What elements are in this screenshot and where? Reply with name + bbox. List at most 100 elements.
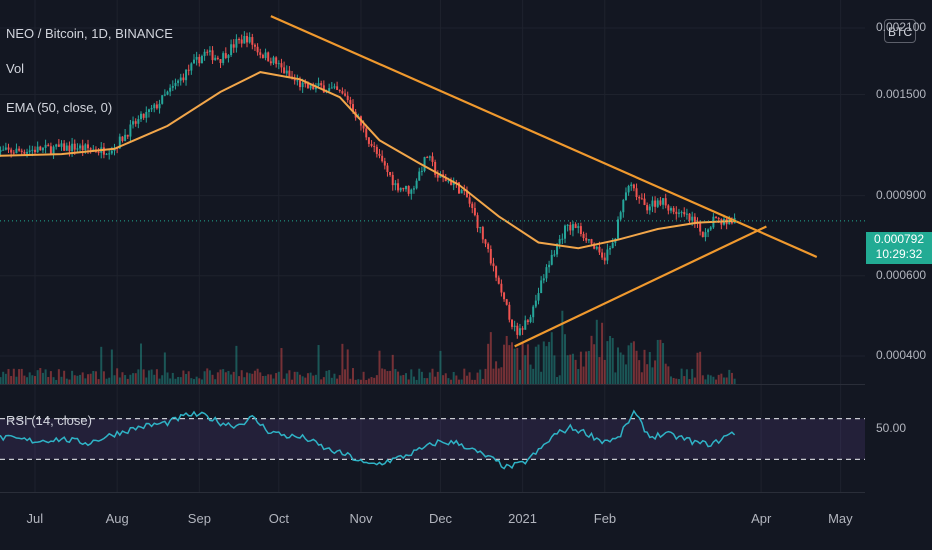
candle-body xyxy=(71,143,74,152)
candle-body xyxy=(434,161,437,175)
candle-body xyxy=(513,325,516,327)
volume-bar xyxy=(291,379,294,384)
candle-body xyxy=(675,211,678,214)
current-price-tag: 0.000792 10:29:32 xyxy=(866,232,932,264)
volume-legend[interactable]: Vol xyxy=(6,61,25,76)
candle-body xyxy=(301,82,304,88)
volume-bar xyxy=(534,346,537,384)
trendlines[interactable] xyxy=(270,15,818,348)
time-axis-label: Oct xyxy=(268,511,290,526)
volume-bar xyxy=(280,348,283,384)
pane-separator-rsi[interactable] xyxy=(0,384,865,385)
candle-body xyxy=(216,57,219,60)
volume-bar xyxy=(7,369,10,384)
volume-bar xyxy=(113,375,116,384)
volume-bar xyxy=(341,343,344,384)
candle-body xyxy=(28,150,31,152)
candle-body xyxy=(81,145,84,151)
volume-bar xyxy=(214,379,217,384)
volume-bar xyxy=(725,377,728,384)
candle-body xyxy=(410,189,413,194)
candle-body xyxy=(670,208,672,211)
candle-body xyxy=(561,238,564,240)
candle-body xyxy=(132,121,135,125)
volume-bar xyxy=(648,352,651,384)
volume-bar xyxy=(359,379,362,384)
symbol-legend[interactable]: NEO / Bitcoin, 1D, BINANCE xyxy=(6,26,173,41)
volume-bar xyxy=(428,372,431,384)
candle-body xyxy=(526,320,529,323)
candle-body xyxy=(269,61,272,64)
volume-bar xyxy=(715,379,718,384)
candle-body xyxy=(635,188,638,198)
candle-body xyxy=(624,192,627,200)
volume-bar xyxy=(147,370,150,384)
volume-bar xyxy=(399,375,402,384)
volume-bar xyxy=(312,375,315,384)
volume-bar xyxy=(640,372,643,384)
rsi-legend[interactable]: RSI (14, close) xyxy=(6,413,92,428)
volume-bar xyxy=(609,335,612,384)
candle-body xyxy=(511,319,513,327)
candle-body xyxy=(375,146,378,154)
candle-body xyxy=(142,113,145,118)
volume-bar xyxy=(277,371,280,384)
volume-bar xyxy=(153,374,156,384)
candle-body xyxy=(15,148,18,154)
candle-body xyxy=(646,205,649,211)
volume-bar xyxy=(15,376,18,384)
candle-body xyxy=(537,293,540,301)
volume-bar xyxy=(450,379,453,384)
volume-bar xyxy=(87,374,89,384)
volume-bar xyxy=(646,364,649,384)
volume-bar xyxy=(635,350,638,384)
trendline[interactable] xyxy=(514,225,767,348)
candle-body xyxy=(256,46,259,53)
candle-body xyxy=(251,37,254,45)
volume-bar xyxy=(468,372,471,384)
candle-body xyxy=(232,44,235,48)
candle-body xyxy=(314,85,317,90)
volume-bar xyxy=(733,378,736,384)
candle-body xyxy=(248,37,251,43)
candle-body xyxy=(680,212,683,214)
candle-body xyxy=(296,80,299,82)
candle-body xyxy=(26,151,29,154)
candle-body xyxy=(230,44,233,56)
volume-bar xyxy=(518,369,521,384)
candle-body xyxy=(264,52,267,58)
candle-body xyxy=(601,252,604,258)
volume-bar xyxy=(10,376,13,384)
volume-bar xyxy=(206,368,209,384)
volume-bar xyxy=(251,373,254,384)
time-axis-label: 2021 xyxy=(508,511,538,526)
candle-body xyxy=(664,198,667,206)
candle-body xyxy=(304,82,307,84)
volume-bar xyxy=(317,345,320,384)
volume-bar xyxy=(328,370,331,384)
candle-body xyxy=(672,208,675,212)
candle-body xyxy=(405,185,407,190)
volume-bar xyxy=(261,375,264,384)
volume-bar xyxy=(100,346,103,384)
volume-bar xyxy=(155,369,158,384)
volume-bar xyxy=(394,369,397,384)
candle-body xyxy=(73,143,76,150)
candle-body xyxy=(79,145,82,149)
volume-bar xyxy=(611,338,614,384)
candle-body xyxy=(606,249,609,261)
trendline[interactable] xyxy=(270,15,818,258)
currency-badge[interactable]: BTC xyxy=(884,19,916,43)
volume-bar xyxy=(275,373,278,384)
volume-bar xyxy=(365,379,368,384)
volume-bar xyxy=(137,369,140,384)
volume-bar xyxy=(68,379,71,384)
candle-body xyxy=(370,143,373,146)
candle-body xyxy=(553,254,556,256)
volume-bar xyxy=(182,370,185,384)
volume-bar xyxy=(728,369,731,384)
volume-bar xyxy=(4,373,7,384)
ema-legend[interactable]: EMA (50, close, 0) xyxy=(6,100,113,115)
price-axis-label: 0.000600 xyxy=(876,267,927,282)
